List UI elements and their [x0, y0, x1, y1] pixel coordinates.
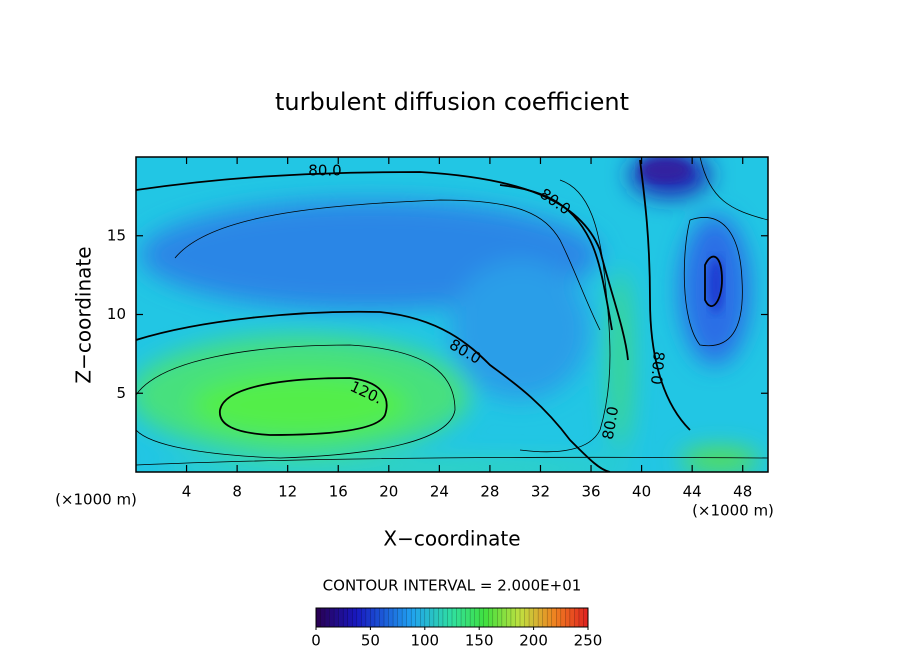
x-tick-label: 40	[632, 483, 651, 501]
contour-label: 80.0	[647, 351, 668, 386]
colorbar-segment	[501, 608, 507, 627]
colorbar-segment	[583, 608, 589, 627]
colorbar-frame	[315, 607, 589, 628]
colorbar-segment	[442, 608, 448, 627]
colorbar-tick-label: 250	[574, 632, 603, 650]
x-tick-label: 12	[278, 483, 297, 501]
colorbar-segment	[569, 608, 575, 627]
colorbar-segment	[574, 608, 580, 627]
x-tick-label: 32	[531, 483, 550, 501]
colorbar-segment	[325, 608, 330, 627]
colorbar-segment	[578, 608, 584, 627]
colorbar-segment	[506, 608, 512, 627]
colorbar-segment	[393, 608, 398, 627]
colorbar-segment	[474, 608, 480, 627]
colorbar-segment	[470, 608, 475, 627]
colorbar-segment	[338, 608, 344, 627]
colorbar-segment	[374, 608, 380, 627]
colorbar-tick-label: 100	[410, 632, 439, 650]
y-tick-label: 5	[116, 384, 126, 402]
colorbar-segment	[429, 608, 435, 627]
x-tick-label: 20	[379, 483, 398, 501]
colorbar-segment	[361, 608, 367, 627]
colorbar-segment	[343, 608, 349, 627]
colorbar-segment	[520, 608, 525, 627]
x-axis-title: X−coordinate	[383, 527, 520, 551]
x-tick-label: 28	[480, 483, 499, 501]
colorbar-segment	[483, 608, 489, 627]
colorbar-segment	[433, 608, 439, 627]
contour-label: 80.0	[308, 162, 341, 180]
y-tick-label: 10	[107, 305, 126, 323]
colorbar-segment	[556, 608, 562, 627]
colorbar-segment	[352, 608, 358, 627]
colorbar-tick-label: 0	[311, 632, 321, 650]
colorbar-segment	[402, 608, 407, 627]
colorbar-segment	[515, 608, 521, 627]
colorbar-segment	[510, 608, 516, 627]
contour-field	[136, 157, 768, 472]
contour-label: 80.0	[599, 405, 623, 441]
colorbar-segment	[551, 608, 557, 627]
colorbar-segment	[397, 608, 403, 627]
chart-title: turbulent diffusion coefficient	[275, 88, 629, 116]
x-unit-label: (×1000 m)	[692, 502, 774, 520]
colorbar-segment	[356, 608, 362, 627]
colorbar-segment	[411, 608, 417, 627]
colorbar-tick-label: 150	[465, 632, 494, 650]
colorbar-segment	[329, 608, 335, 627]
colorbar-segment	[529, 608, 534, 627]
colorbar-segment	[447, 608, 453, 627]
colorbar-segment	[424, 608, 430, 627]
colorbar-segment	[316, 608, 321, 627]
colorbar-segment	[388, 608, 394, 627]
colorbar-segment	[406, 608, 412, 627]
colorbar-segment	[497, 608, 503, 627]
x-tick-label: 8	[232, 483, 242, 501]
colorbar-segment	[547, 608, 553, 627]
colorbar-segment	[347, 608, 353, 627]
colorbar-segment	[420, 608, 426, 627]
colorbar-segment	[538, 608, 543, 627]
colorbar-segment	[456, 608, 462, 627]
colorbar-segment	[320, 608, 326, 627]
colorbar-segment	[379, 608, 385, 627]
x-tick-label: 24	[430, 483, 449, 501]
y-axis-title: Z−coordinate	[72, 246, 96, 383]
x-tick-label: 48	[733, 483, 752, 501]
colorbar-tick-label: 50	[361, 632, 380, 650]
colorbar-segment	[365, 608, 371, 627]
colorbar-segment	[542, 608, 548, 627]
y-tick-label: 15	[107, 226, 126, 244]
contour-interval: CONTOUR INTERVAL = 2.000E+01	[323, 577, 582, 595]
colorbar-segment	[565, 608, 571, 627]
x-tick-label: 16	[329, 483, 348, 501]
x-unit-label: (×1000 m)	[55, 491, 137, 509]
colorbar-segment	[492, 608, 498, 627]
x-tick-label: 4	[182, 483, 192, 501]
colorbar-segment	[524, 608, 530, 627]
x-tick-label: 36	[581, 483, 600, 501]
colorbar-segment	[370, 608, 376, 627]
colorbar-segment	[438, 608, 444, 627]
colorbar-segment	[452, 608, 457, 627]
colorbar-segment	[533, 608, 539, 627]
colorbar-segment	[461, 608, 466, 627]
colorbar-segment	[465, 608, 471, 627]
colorbar-segment	[488, 608, 494, 627]
colorbar-segment	[479, 608, 485, 627]
colorbar-segment	[334, 608, 339, 627]
colorbar-tick-label: 200	[519, 632, 548, 650]
colorbar-segment	[560, 608, 566, 627]
x-tick-label: 44	[683, 483, 702, 501]
colorbar-segment	[384, 608, 389, 627]
colorbar-segment	[415, 608, 421, 627]
